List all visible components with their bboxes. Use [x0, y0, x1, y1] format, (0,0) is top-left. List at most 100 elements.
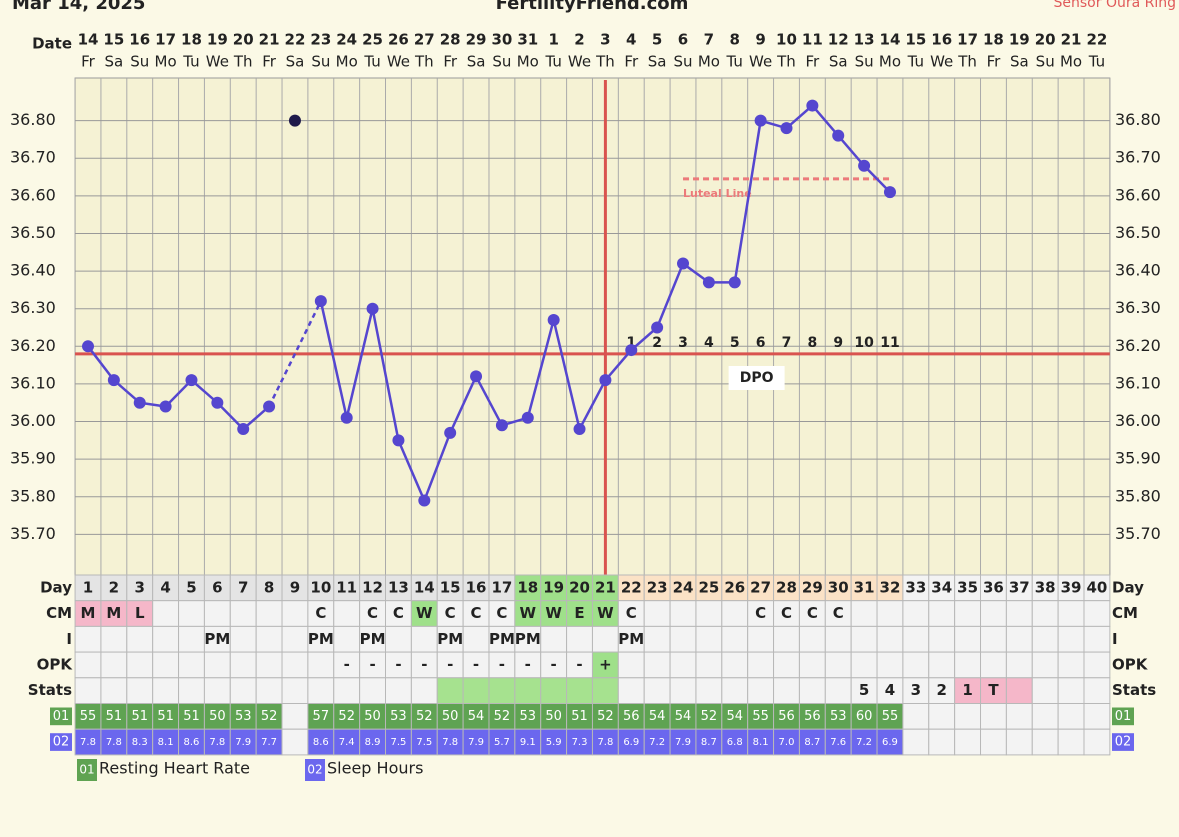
dpo-number: 2 [652, 335, 662, 351]
row-label: CM [46, 604, 72, 622]
cell-text: L [135, 604, 145, 622]
cell [488, 600, 516, 627]
cell [902, 651, 930, 679]
temperature-point [780, 122, 793, 135]
temperature-point [314, 295, 327, 308]
row-label-right: 01 [1115, 709, 1132, 724]
weekday-label: Fr [443, 53, 458, 71]
temperature-point [521, 411, 534, 424]
weekday-label: Mo [879, 53, 901, 71]
cell-text: 52 [416, 709, 433, 724]
cell [798, 703, 826, 730]
cell-text: 50 [364, 709, 381, 724]
cell-text: 52 [597, 709, 614, 724]
cell-text: PM [618, 630, 644, 648]
weekday-label: Tu [182, 53, 199, 71]
y-tick-label-right: 35.70 [1115, 524, 1161, 543]
cell [229, 625, 257, 653]
legend-badge [305, 759, 325, 781]
cell [669, 625, 697, 653]
date-label: 22 [285, 31, 306, 49]
cell-text: C [626, 604, 637, 622]
cell [74, 625, 102, 653]
cell [1031, 625, 1059, 653]
cell [850, 728, 878, 756]
cell [617, 625, 645, 653]
cell-text: 30 [828, 578, 849, 596]
cell [850, 600, 878, 627]
weekday-label: Sa [105, 53, 124, 71]
cell-text: C [781, 604, 792, 622]
date-label: 31 [517, 31, 538, 49]
weekday-label: Th [414, 53, 434, 71]
cell [540, 728, 568, 756]
cell [1083, 625, 1111, 653]
cell-text: T [988, 681, 999, 699]
y-tick-label: 36.10 [10, 373, 56, 392]
cell [333, 600, 361, 627]
y-tick-label: 36.40 [10, 261, 56, 280]
cell [980, 574, 1007, 602]
cell [74, 574, 102, 602]
cell-text: PM [515, 630, 541, 648]
cell-text: 40 [1086, 578, 1107, 596]
cell-text: 8.7 [701, 737, 717, 748]
temperature-point [547, 313, 560, 326]
date-label: 16 [129, 31, 150, 49]
date-label: 2 [574, 31, 584, 49]
cell [540, 677, 568, 704]
cell [902, 574, 930, 602]
cell [152, 651, 180, 679]
cell [876, 625, 904, 653]
cell [824, 625, 852, 653]
cell-text: 8.6 [313, 737, 329, 748]
y-tick-label: 35.80 [10, 486, 56, 505]
date-label: 17 [957, 31, 978, 49]
cell [876, 728, 904, 756]
cell [721, 574, 749, 602]
cell [255, 600, 283, 627]
cell [773, 677, 800, 704]
legend-badge-text: 02 [307, 763, 322, 777]
cell-text: 7.8 [597, 737, 613, 748]
cell [203, 703, 231, 730]
cell [281, 677, 309, 704]
date-label: 15 [905, 31, 926, 49]
cell [255, 651, 283, 679]
cell-text: 5.7 [494, 737, 510, 748]
temperature-point [573, 423, 586, 436]
cell [566, 677, 593, 704]
cell [928, 728, 956, 756]
y-tick-label-right: 36.20 [1115, 336, 1161, 355]
row-label-right: Day [1112, 578, 1144, 596]
cell-text: 8.1 [753, 737, 769, 748]
chart-date: Mar 14, 2025 [12, 0, 145, 14]
temperature-point [418, 494, 431, 507]
cell [178, 625, 205, 653]
cell-text: C [496, 604, 507, 622]
cell [281, 703, 309, 730]
cell-text: 54 [726, 709, 743, 724]
temperature-point [211, 396, 224, 409]
date-label: 27 [414, 31, 435, 49]
dpo-number: 7 [782, 335, 792, 351]
cell [229, 574, 257, 602]
cell [798, 651, 826, 679]
cell [824, 728, 852, 756]
weekday-label: Fr [624, 53, 639, 71]
cell [100, 600, 128, 627]
y-tick-label-right: 36.70 [1115, 148, 1161, 167]
cell-text: W [597, 604, 614, 622]
cell-text: 7 [238, 578, 248, 596]
cell-text: 7.5 [390, 737, 406, 748]
cell [1057, 677, 1085, 704]
y-tick-label-right: 36.40 [1115, 261, 1161, 280]
legend-text: Sleep Hours [327, 759, 423, 778]
cell [902, 728, 930, 756]
cell [100, 677, 128, 704]
cell-text: - [576, 655, 582, 673]
cell [747, 651, 775, 679]
cell [798, 600, 826, 627]
cell-text: - [369, 655, 375, 673]
cell [591, 677, 619, 704]
